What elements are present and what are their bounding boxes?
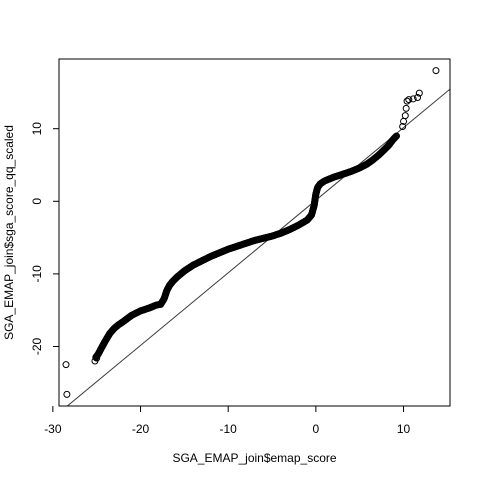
plot-frame [58,58,451,407]
outlier-point [405,96,413,104]
outlier-point [62,361,70,369]
y-tick-label: -20 [30,337,44,355]
y-axis: -20 -10 0 10 [30,122,59,355]
x-axis: -30 -20 -10 0 10 [44,406,411,436]
y-tick-label: 10 [30,122,44,136]
outlier-point [93,354,101,362]
outlier-point [401,112,409,120]
data-point [393,132,401,140]
x-tick-label: -20 [132,422,150,436]
x-tick-label: 10 [397,422,411,436]
data-point [392,133,400,141]
outlier-point [414,93,422,101]
outlier-point [415,89,423,97]
outlier-point [409,95,417,103]
data-point [390,134,398,142]
x-tick-label: 0 [313,422,320,436]
data-points [62,67,440,398]
outlier-point [432,67,440,75]
x-axis-title: SGA_EMAP_join$emap_score [172,451,336,465]
y-tick-label: -10 [30,265,44,283]
data-point [391,133,399,141]
x-tick-label: -30 [44,422,62,436]
x-tick-label: -10 [220,422,238,436]
outlier-point [399,123,407,131]
outlier-point [402,104,410,112]
y-tick-label: 0 [30,198,44,205]
data-point [391,134,399,142]
outlier-point [403,97,411,105]
outlier-point [63,390,71,398]
y-axis-title: SGA_EMAP_join$sga_score_qq_scaled [2,125,16,340]
